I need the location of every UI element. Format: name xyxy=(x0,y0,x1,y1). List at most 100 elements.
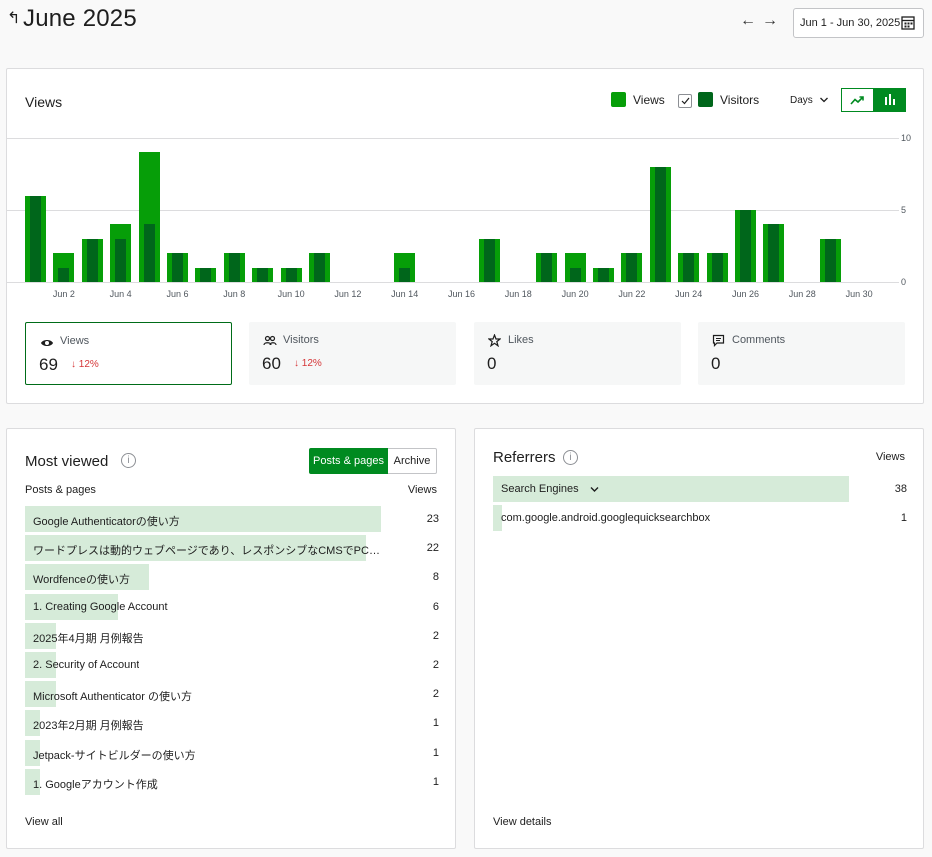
row-count: 8 xyxy=(432,571,439,584)
bar-visitors[interactable] xyxy=(484,238,496,282)
legend-views-label: Views xyxy=(633,93,665,107)
list-item[interactable]: 2. Security of Account 2 xyxy=(25,652,439,678)
interval-select[interactable]: Days xyxy=(790,95,813,106)
bar-visitors[interactable] xyxy=(58,267,70,282)
x-tick-label: Jun 14 xyxy=(391,289,419,299)
bar-visitors[interactable] xyxy=(626,253,638,282)
bar-visitors[interactable] xyxy=(285,267,297,282)
bar-visitors[interactable] xyxy=(228,253,240,282)
bar-visitors[interactable] xyxy=(654,166,666,282)
back-arrow-icon[interactable]: ↰ xyxy=(7,10,21,27)
bar-visitors[interactable] xyxy=(598,267,609,282)
column-header-views: Views xyxy=(407,484,437,496)
date-range-label: Jun 1 - Jun 30, 2025 xyxy=(800,17,901,29)
view-details-link[interactable]: View details xyxy=(493,816,552,828)
bar-visitors[interactable] xyxy=(314,253,325,282)
most-viewed-title: Most viewed xyxy=(25,453,109,470)
row-label: 1. Creating Google Account xyxy=(33,600,168,613)
referrers-title: Referrers xyxy=(493,449,556,466)
bar-visitors[interactable] xyxy=(257,267,269,282)
row-bar xyxy=(25,739,41,766)
bar-visitors[interactable] xyxy=(825,238,837,282)
bar-visitors[interactable] xyxy=(768,224,780,282)
y-tick-label: 5 xyxy=(901,205,907,215)
list-item[interactable]: Microsoft Authenticator の使い方 2 xyxy=(25,681,439,708)
views-chart: 0 5 10 Jun 2 Jun 4 Jun 6 Jun 8 Jun 10 Jun 12 Jun … xyxy=(7,132,923,307)
eye-icon xyxy=(40,335,54,353)
stat-tile-comments[interactable]: Comments 0 xyxy=(698,322,905,385)
row-bar xyxy=(25,710,41,737)
row-bar xyxy=(493,505,503,531)
previous-period-button[interactable]: ← xyxy=(740,12,756,29)
people-icon xyxy=(263,334,277,352)
bar-visitors[interactable] xyxy=(569,267,581,282)
row-count: 2 xyxy=(432,688,439,701)
view-all-link[interactable]: View all xyxy=(25,816,63,828)
x-tick-label: Jun 12 xyxy=(334,289,362,299)
referrer-row[interactable]: Search Engines 38 xyxy=(493,476,907,502)
bar-chart-toggle[interactable] xyxy=(873,88,906,112)
stat-tile-visitors[interactable]: Visitors 60 ↓ 12% xyxy=(249,322,456,385)
list-item[interactable]: Jetpack-サイトビルダーの使い方 1 xyxy=(25,739,439,766)
star-icon xyxy=(487,333,502,352)
bar-visitors[interactable] xyxy=(115,238,127,282)
list-item[interactable]: Wordfenceの使い方 8 xyxy=(25,564,439,591)
bar-visitors[interactable] xyxy=(30,195,41,282)
stat-label: Likes xyxy=(508,334,534,346)
bar-visitors[interactable] xyxy=(683,253,695,282)
row-count: 2 xyxy=(432,659,439,671)
list-item[interactable]: ワードプレスは動的ウェブページであり、レスポンシブなCMSでPC・ス... 22 xyxy=(25,535,439,562)
row-label: 1. Googleアカウント作成 xyxy=(33,778,158,791)
row-bar xyxy=(25,535,366,562)
row-count: 38 xyxy=(894,483,907,495)
date-range-picker[interactable]: Jun 1 - Jun 30, 2025 xyxy=(793,8,924,38)
column-header-posts: Posts & pages xyxy=(25,484,96,496)
chevron-down-icon[interactable] xyxy=(590,486,599,493)
row-label: 2. Security of Account xyxy=(33,659,140,671)
list-item[interactable]: 1. Googleアカウント作成 1 xyxy=(25,768,439,795)
list-item[interactable]: 1. Creating Google Account 6 xyxy=(25,593,439,620)
bar-visitors[interactable] xyxy=(711,253,723,282)
gridline xyxy=(7,282,899,283)
bar-visitors[interactable] xyxy=(172,253,183,282)
line-chart-toggle[interactable] xyxy=(841,88,874,112)
stat-change: ↓ 12% xyxy=(71,359,99,370)
info-icon[interactable]: i xyxy=(121,453,136,468)
x-tick-label: Jun 10 xyxy=(277,289,305,299)
comment-icon xyxy=(712,334,725,352)
bar-visitors[interactable] xyxy=(143,224,155,282)
calendar-icon xyxy=(901,16,915,30)
list-item[interactable]: Google Authenticatorの使い方 23 xyxy=(25,506,439,532)
row-count: 23 xyxy=(426,513,439,525)
chevron-down-icon[interactable] xyxy=(819,95,829,105)
row-bar xyxy=(493,476,849,502)
row-count: 1 xyxy=(900,512,907,524)
row-label: Microsoft Authenticator の使い方 xyxy=(33,691,192,704)
stat-change: ↓ 12% xyxy=(294,358,322,369)
bar-visitors[interactable] xyxy=(740,210,751,282)
info-icon[interactable]: i xyxy=(563,450,578,465)
list-item[interactable]: 2025年4月期 月例報告 2 xyxy=(25,622,439,649)
referrer-row[interactable]: com.google.android.googlequicksearchbox 1 xyxy=(493,505,907,531)
bar-visitors[interactable] xyxy=(399,267,411,282)
stat-value: 69 xyxy=(39,355,58,374)
column-header-views: Views xyxy=(875,451,905,463)
bar-visitors[interactable] xyxy=(86,238,98,282)
gridline xyxy=(7,210,899,211)
row-label: Search Engines xyxy=(501,483,579,495)
stat-tile-likes[interactable]: Likes 0 xyxy=(474,322,681,385)
tab-archive[interactable]: Archive xyxy=(388,448,437,474)
legend-views-swatch xyxy=(611,92,626,107)
check-icon xyxy=(681,97,690,105)
x-tick-label: Jun 4 xyxy=(109,289,132,299)
next-period-button[interactable]: → xyxy=(762,12,778,29)
bar-visitors[interactable] xyxy=(541,253,553,282)
stat-value: 0 xyxy=(487,354,497,373)
stat-tile-views[interactable]: Views 69 ↓ 12% xyxy=(25,322,232,385)
list-item[interactable]: 2023年2月期 月例報告 1 xyxy=(25,710,439,737)
visitors-checkbox[interactable] xyxy=(678,94,692,108)
x-tick-label: Jun 16 xyxy=(447,289,476,299)
bar-visitors[interactable] xyxy=(200,267,212,282)
x-tick-label: Jun 8 xyxy=(223,289,246,299)
tab-posts-pages[interactable]: Posts & pages xyxy=(309,448,388,474)
